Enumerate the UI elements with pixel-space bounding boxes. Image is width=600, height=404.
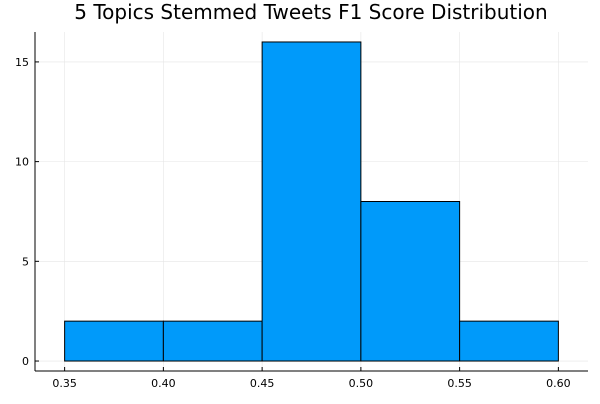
y-tick-label: 0 (22, 355, 29, 368)
histogram-bar (261, 41, 362, 362)
x-tick-label: 0.50 (349, 377, 374, 390)
chart-title: 5 Topics Stemmed Tweets F1 Score Distrib… (74, 0, 547, 24)
histogram-bar (459, 320, 559, 362)
x-tick-label: 0.55 (447, 377, 472, 390)
tick-labels: 0.35 0.40 0.45 0.50 0.55 0.60 0 5 10 15 (15, 56, 571, 390)
y-tick-label: 15 (15, 56, 29, 69)
y-tick-label: 10 (15, 156, 29, 169)
histogram-bar (64, 320, 164, 362)
histogram-bars (64, 41, 559, 362)
x-tick-label: 0.45 (250, 377, 275, 390)
axes (34, 32, 588, 372)
histogram-bar (162, 320, 263, 362)
x-tick-label: 0.35 (52, 377, 77, 390)
x-tick-label: 0.40 (151, 377, 176, 390)
x-tick-label: 0.60 (546, 377, 571, 390)
y-tick-label: 5 (22, 255, 29, 268)
histogram-bar (360, 201, 461, 362)
